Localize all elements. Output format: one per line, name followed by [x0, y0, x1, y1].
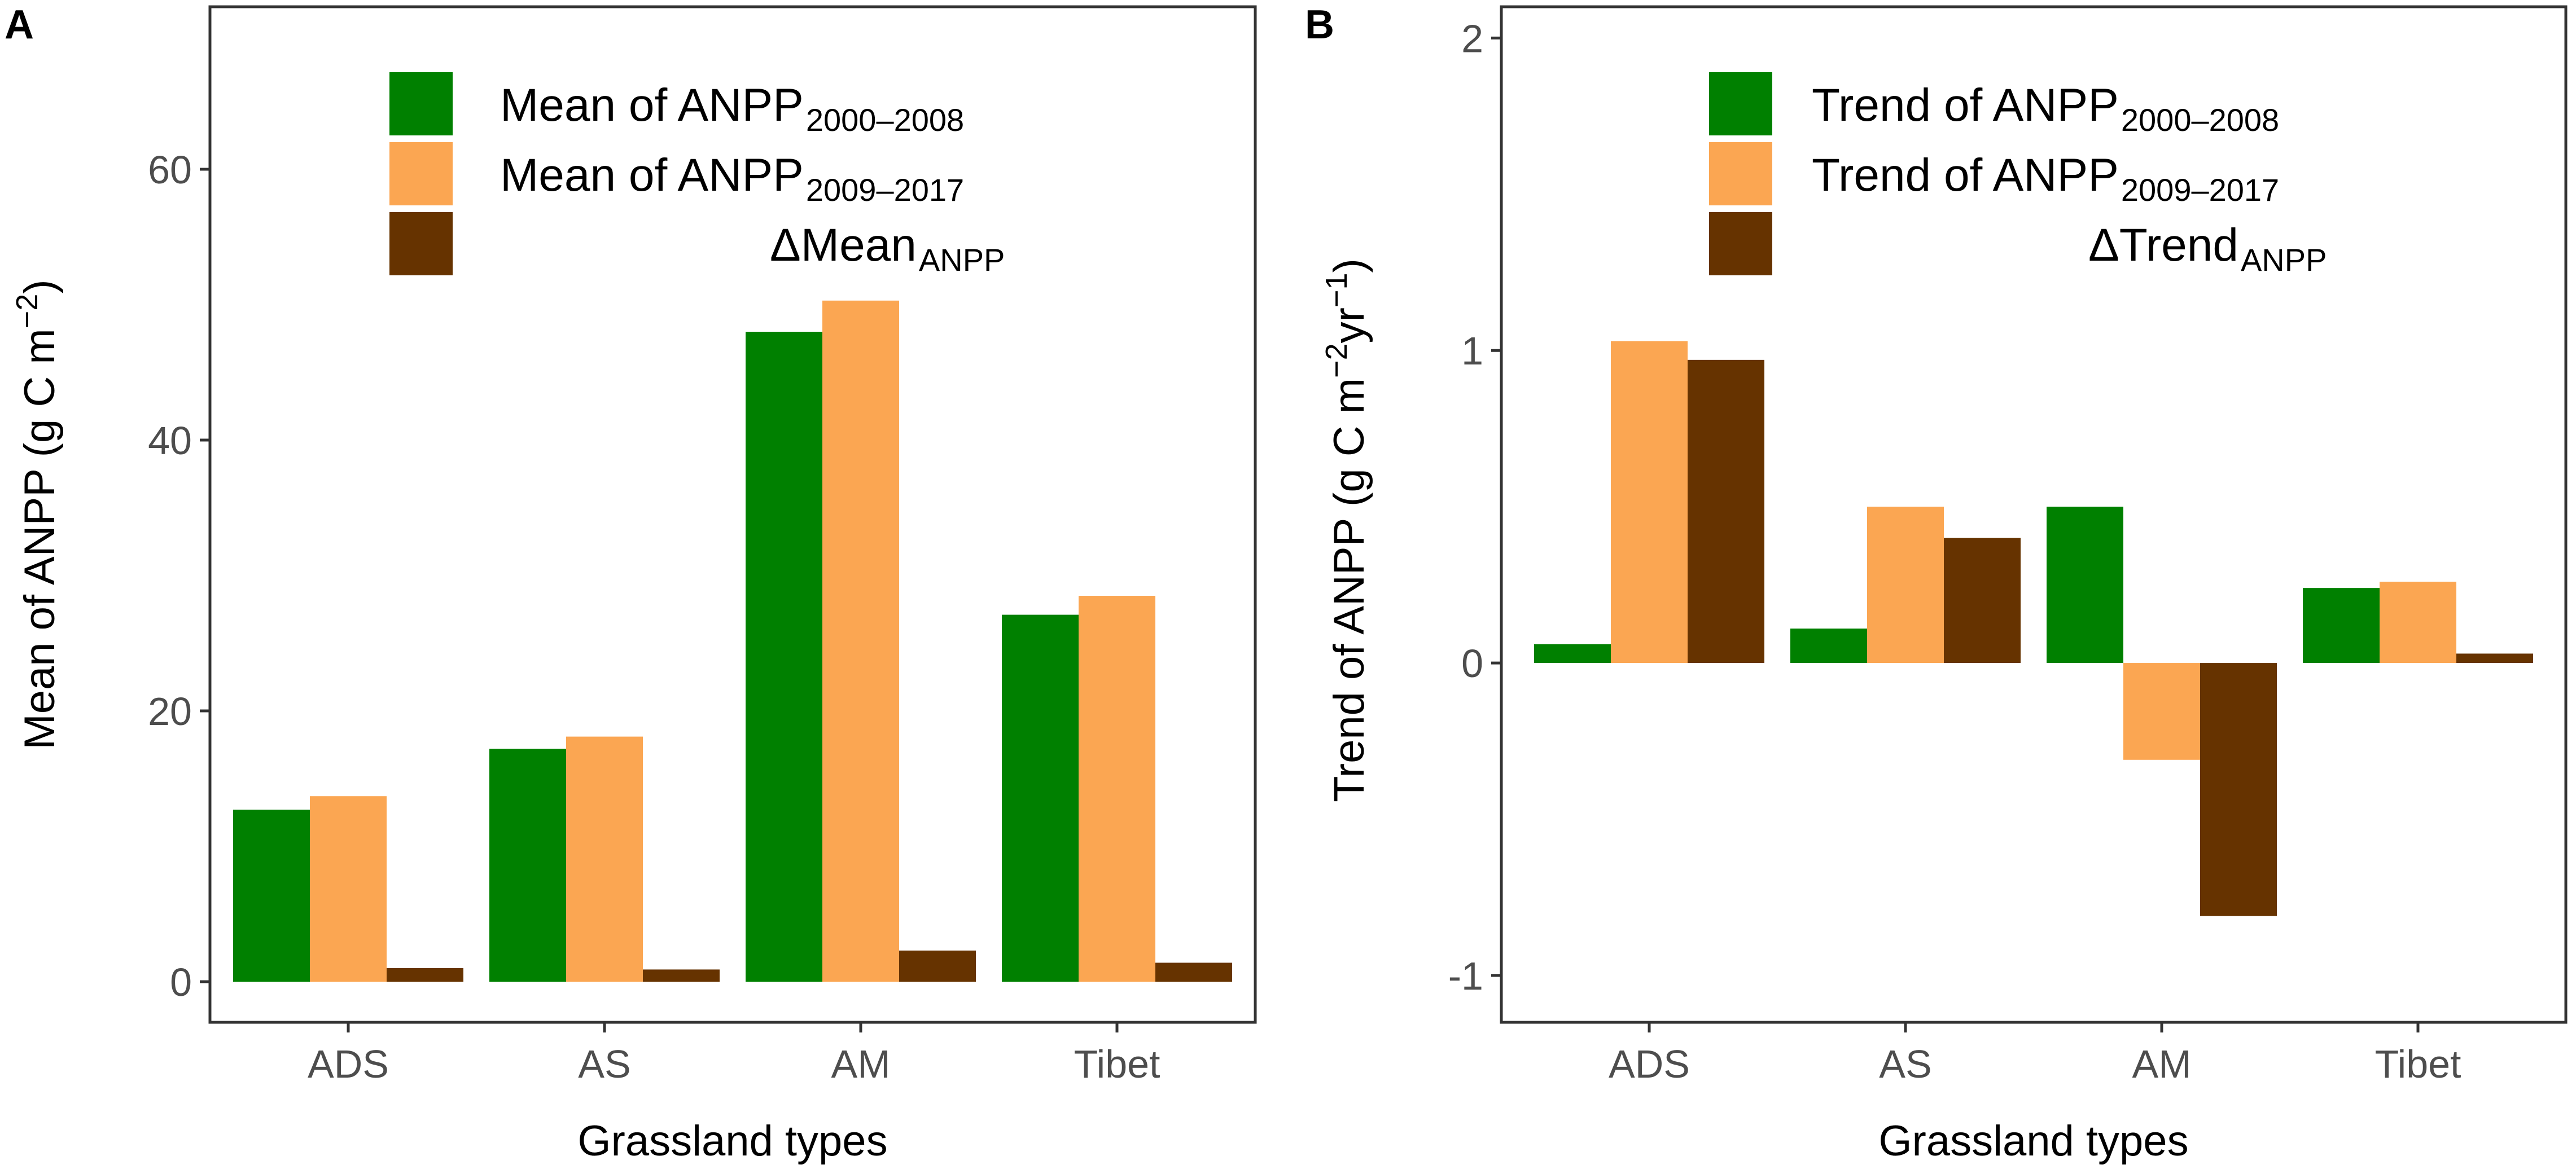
panel-b-x-tick-label-tibet: Tibet — [2375, 1042, 2461, 1086]
panel-a-y-tick-label: 60 — [148, 148, 192, 192]
legend-key-trend-2009-2017 — [1709, 142, 1772, 205]
bar-ads-trend-2000-2008 — [1534, 644, 1611, 663]
legend-label-delta-mean: ΔMeanANPP — [770, 219, 1005, 278]
panel-b-x-tick-label-ads: ADS — [1609, 1042, 1690, 1086]
bar-ads-mean-2009-2017 — [310, 796, 387, 982]
bar-as-delta-trend — [1944, 538, 2021, 663]
legend-key-mean-2009-2017 — [389, 142, 453, 205]
legend-key-mean-2000-2008 — [389, 72, 453, 135]
bar-am-trend-2000-2008 — [2047, 507, 2123, 663]
panel-a-y-axis-title: Mean of ANPP (g C m−2) — [10, 279, 64, 749]
panel-a-plot-area: 0 20 40 60 ADS AS AM Tibet — [148, 148, 1232, 1086]
bar-am-delta-trend — [2200, 663, 2277, 916]
panel-b-x-axis-title: Grassland types — [1878, 1117, 2188, 1165]
panel-b: B -1 0 1 2 ADS AS AM Tibet Trend of ANPP2000–20… — [1305, 2, 2568, 1165]
panel-b-letter: B — [1305, 2, 1334, 47]
panel-a-y-tick-label: 40 — [148, 419, 192, 463]
panel-a-letter: A — [5, 2, 34, 47]
bar-ads-mean-2000-2008 — [233, 810, 310, 982]
panel-a-frame — [208, 5, 1257, 1024]
panel-a-x-axis-title: Grassland types — [577, 1117, 887, 1165]
legend-label-trend-2009-2017: Trend of ANPP2009–2017 — [1812, 150, 2279, 208]
panel-b-frame — [1500, 5, 2568, 1024]
legend-key-delta-trend — [1709, 212, 1772, 275]
bar-ads-delta-trend — [1688, 359, 1764, 663]
bar-tibet-delta-trend — [2456, 653, 2533, 663]
legend-key-trend-2000-2008 — [1709, 72, 1772, 135]
bar-am-mean-2009-2017 — [822, 300, 899, 982]
bar-tibet-delta-mean — [1155, 963, 1232, 982]
panel-a: A 0 20 40 60 ADS AS AM Tibet Mean of ANPP2000–2… — [5, 2, 1257, 1165]
panel-b-y-tick-label: 0 — [1461, 641, 1483, 685]
legend-label-mean-2009-2017: Mean of ANPP2009–2017 — [500, 150, 964, 208]
panel-a-x-tick-label-tibet: Tibet — [1074, 1042, 1160, 1086]
bar-tibet-trend-2009-2017 — [2380, 582, 2456, 663]
panel-b-x-tick-label-as: AS — [1879, 1042, 1931, 1086]
bar-tibet-mean-2000-2008 — [1002, 614, 1079, 982]
panel-b-y-tick-label: 1 — [1461, 329, 1483, 373]
legend-label-delta-trend: ΔTrendANPP — [2088, 219, 2327, 278]
panel-b-y-tick-label: -1 — [1448, 954, 1483, 998]
bar-tibet-mean-2009-2017 — [1079, 596, 1155, 982]
bar-ads-trend-2009-2017 — [1611, 341, 1688, 663]
panel-b-y-tick-label: 2 — [1461, 16, 1483, 60]
panel-a-y-tick-label: 20 — [148, 689, 192, 733]
bar-am-delta-mean — [899, 950, 976, 982]
legend-key-delta-mean — [389, 212, 453, 275]
bar-as-trend-2000-2008 — [1790, 629, 1867, 663]
bar-as-delta-mean — [643, 969, 720, 982]
panel-b-x-tick-label-am: AM — [2132, 1042, 2192, 1086]
bar-am-mean-2000-2008 — [746, 332, 822, 982]
panel-a-legend: Mean of ANPP2000–2008 Mean of ANPP2009–2… — [389, 72, 1005, 278]
panel-a-x-tick-label-as: AS — [578, 1042, 630, 1086]
panel-b-legend: Trend of ANPP2000–2008 Trend of ANPP2009… — [1709, 72, 2327, 278]
bar-as-mean-2000-2008 — [489, 749, 566, 982]
bar-tibet-trend-2000-2008 — [2303, 588, 2380, 663]
panel-b-plot-area: -1 0 1 2 ADS AS AM Tibet — [1448, 16, 2533, 1086]
legend-label-mean-2000-2008: Mean of ANPP2000–2008 — [500, 80, 964, 138]
bar-as-trend-2009-2017 — [1867, 507, 1944, 663]
panel-b-y-axis-title: Trend of ANPP (g C m−2yr−1) — [1320, 258, 1373, 802]
panel-a-y-tick-label: 0 — [170, 960, 192, 1004]
panel-a-x-tick-label-am: AM — [831, 1042, 891, 1086]
panel-a-x-tick-label-ads: ADS — [308, 1042, 389, 1086]
bar-as-mean-2009-2017 — [566, 736, 643, 982]
bar-am-trend-2009-2017 — [2123, 663, 2200, 760]
bar-ads-delta-mean — [387, 968, 463, 982]
legend-label-trend-2000-2008: Trend of ANPP2000–2008 — [1812, 80, 2279, 138]
